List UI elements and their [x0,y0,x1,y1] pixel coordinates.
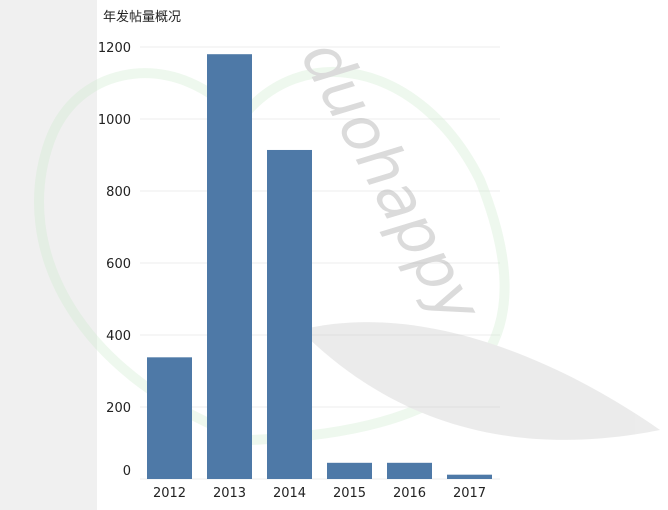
bars [147,54,492,479]
y-tick-label: 200 [106,401,131,416]
x-tick-label: 2014 [273,486,306,501]
y-tick-label: 1200 [98,41,131,56]
bar-2015[interactable] [327,462,372,479]
y-tick-label: 1000 [98,113,131,128]
gridlines [140,46,500,480]
x-tick-label: 2017 [453,486,486,501]
bar-2014[interactable] [267,149,312,479]
bar-2017[interactable] [447,474,492,479]
left-panel [0,0,97,510]
x-tick-label: 2013 [213,486,246,501]
y-axis-labels: 0 200 400 600 800 1000 1200 [98,41,131,479]
y-tick-label: 800 [106,185,131,200]
x-tick-label: 2016 [393,486,426,501]
bar-2016[interactable] [387,462,432,479]
x-tick-label: 2012 [153,486,186,501]
chart-title: 年发帖量概况 [103,10,182,25]
y-tick-label: 0 [123,464,131,479]
bar-2012[interactable] [147,357,192,479]
y-tick-label: 600 [106,257,131,272]
watermark-logo: duohappy [34,28,660,446]
y-tick-label: 400 [106,329,131,344]
bar-2013[interactable] [207,54,252,479]
x-axis-labels: 2012 2013 2014 2015 2016 2017 [153,486,486,501]
x-tick-label: 2015 [333,486,366,501]
svg-text:duohappy: duohappy [287,28,497,336]
